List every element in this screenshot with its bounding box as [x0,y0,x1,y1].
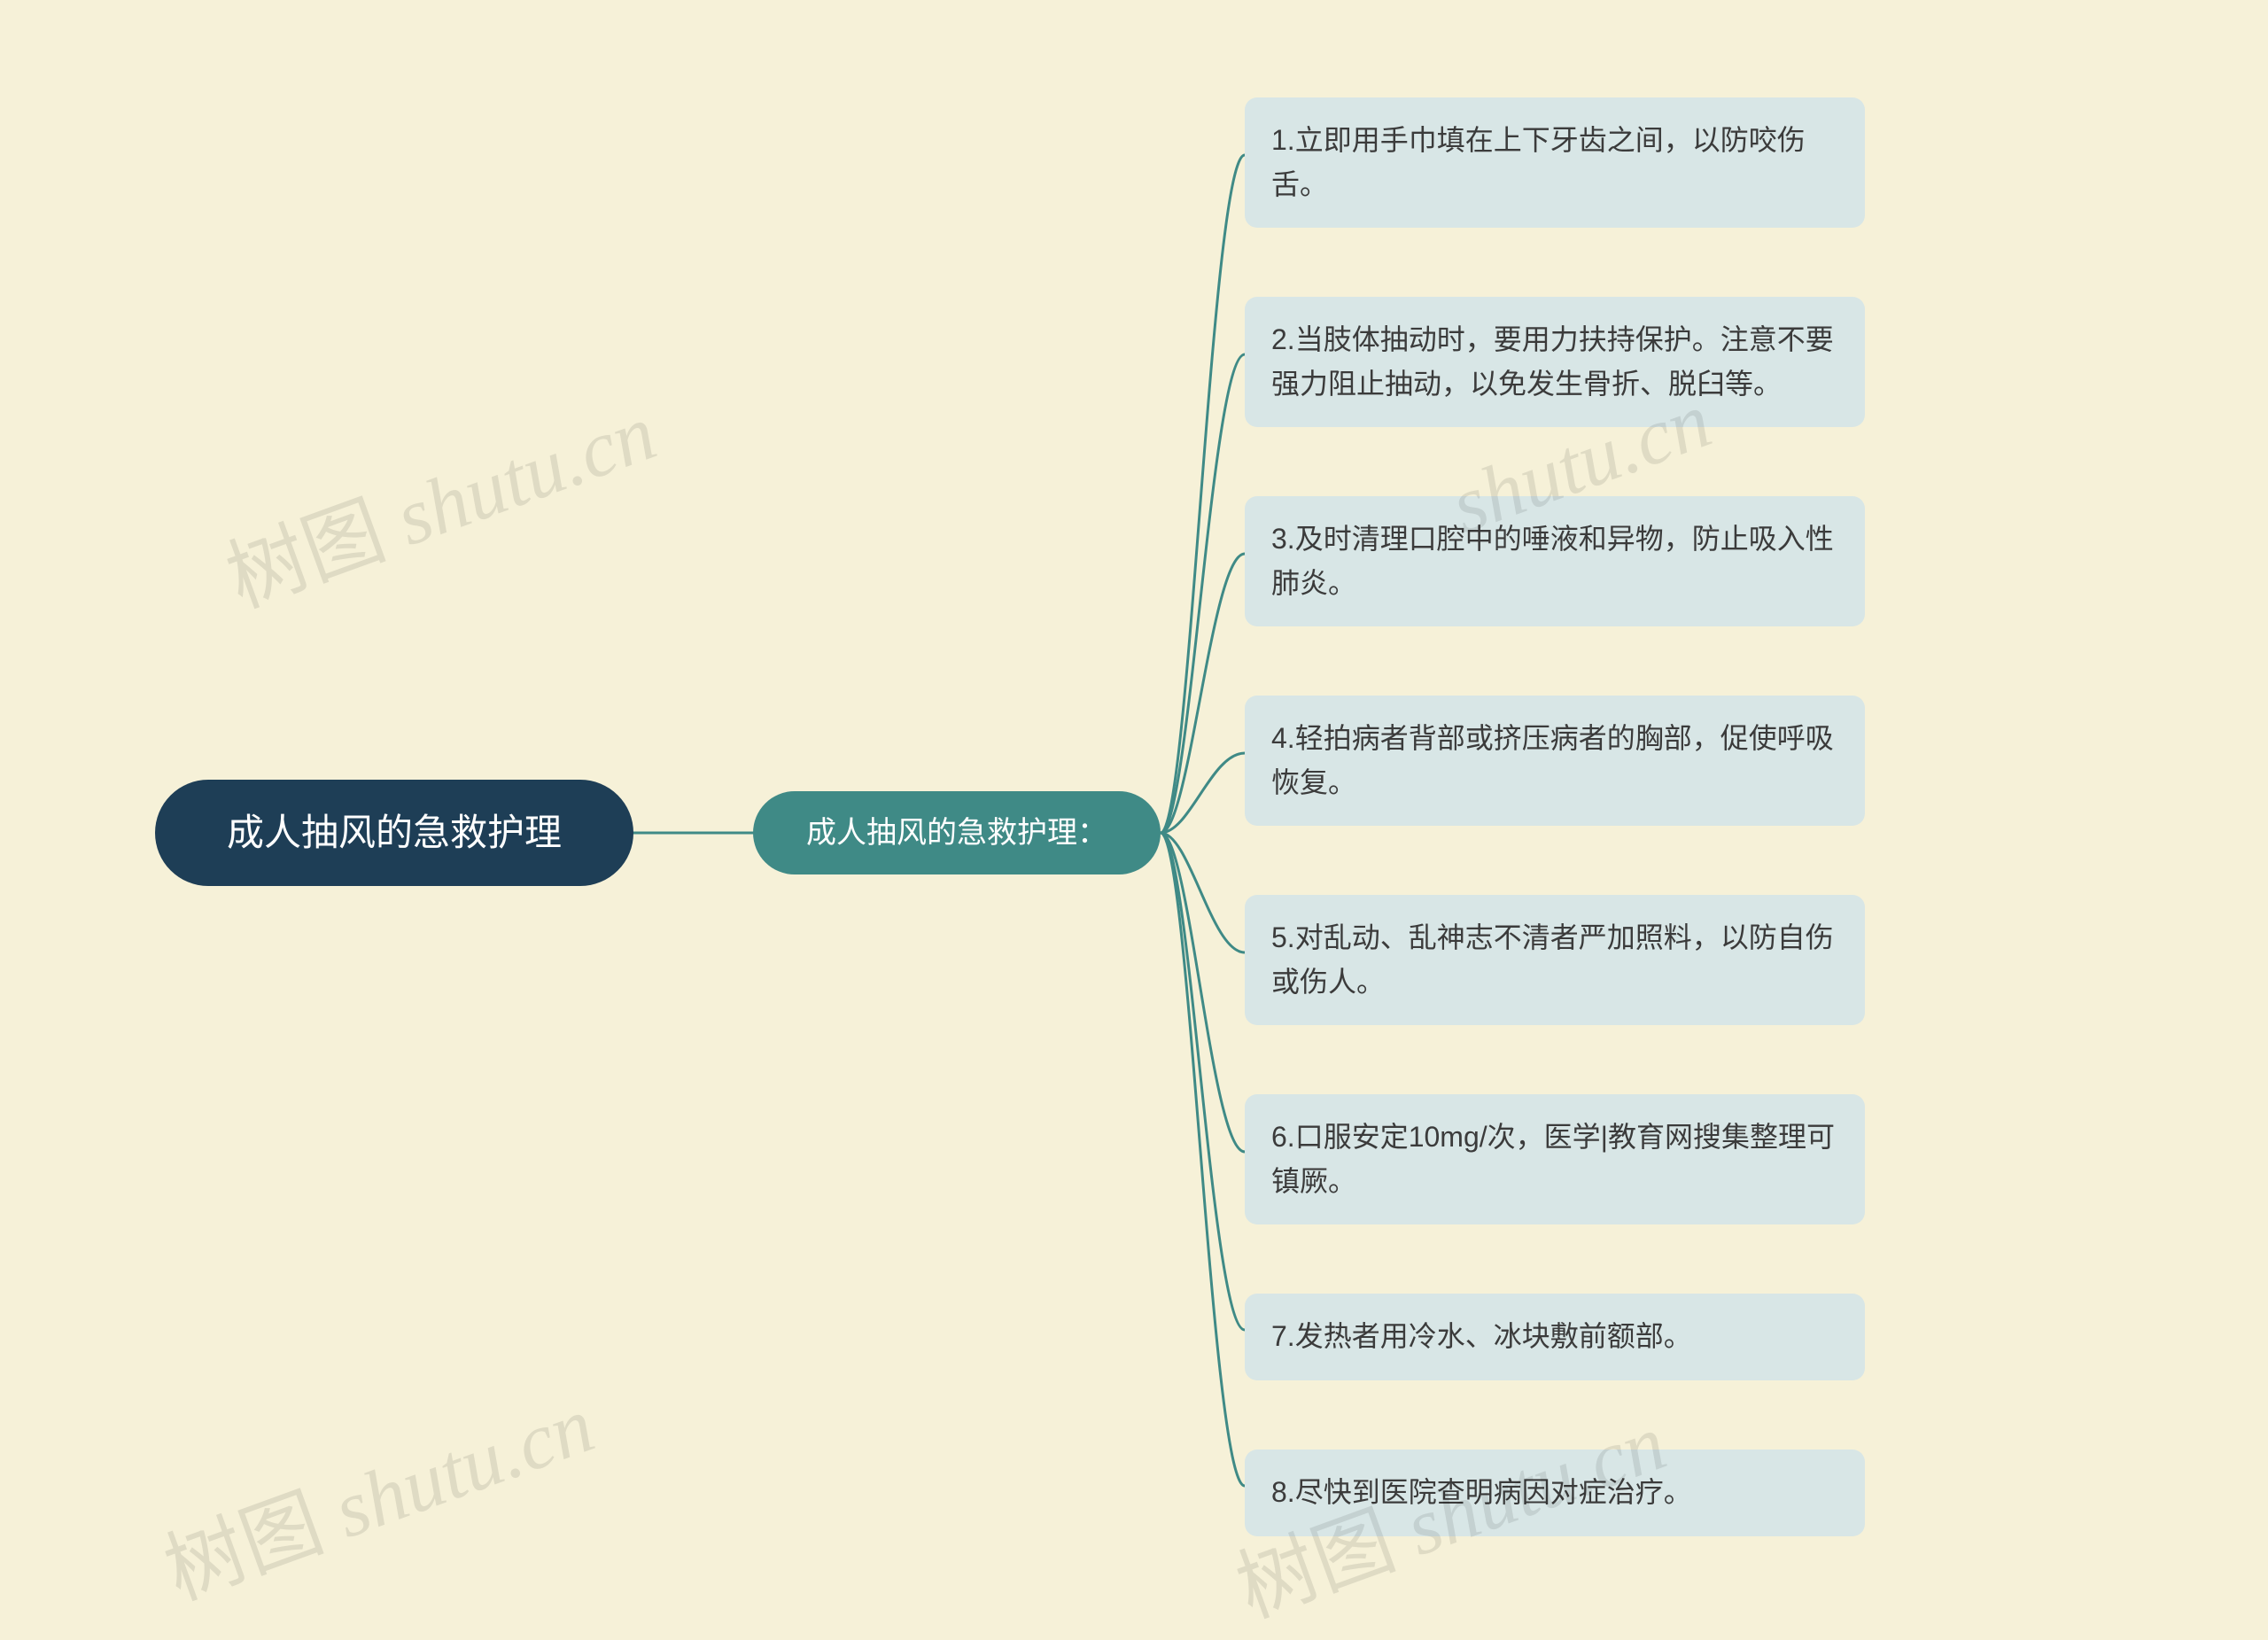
connector [1161,833,1245,1486]
leaf-node[interactable]: 5.对乱动、乱神志不清者严加照料，以防自伤或伤人。 [1245,895,1865,1025]
watermark-text-han: 树图 [154,1480,334,1617]
leaf-label: 2.当肢体抽动时，要用力扶持保护。注意不要强力阻止抽动，以免发生骨折、脱臼等。 [1271,318,1838,406]
root-node[interactable]: 成人抽风的急救护理 [155,780,633,886]
watermark-text-latin: shutu.cn [304,1381,604,1562]
root-label: 成人抽风的急救护理 [227,804,562,861]
leaf-node[interactable]: 4.轻拍病者背部或挤压病者的胸部，促使呼吸恢复。 [1245,696,1865,826]
leaf-label: 7.发热者用冷水、冰块敷前额部。 [1271,1315,1692,1359]
connector [1161,753,1245,833]
connector [1161,833,1245,952]
leaf-label: 3.及时清理口腔中的唾液和异物，防止吸入性肺炎。 [1271,517,1838,605]
connector [1161,554,1245,833]
leaf-label: 1.立即用手巾填在上下牙齿之间，以防咬伤舌。 [1271,119,1838,206]
leaf-node[interactable]: 3.及时清理口腔中的唾液和异物，防止吸入性肺炎。 [1245,496,1865,626]
leaf-label: 4.轻拍病者背部或挤压病者的胸部，促使呼吸恢复。 [1271,717,1838,804]
branch-node[interactable]: 成人抽风的急救护理： [753,791,1161,874]
leaf-label: 5.对乱动、乱神志不清者严加照料，以防自伤或伤人。 [1271,916,1838,1004]
watermark: 树图 shutu.cn [209,368,669,629]
branch-label: 成人抽风的急救护理： [806,810,1107,857]
leaf-node[interactable]: 6.口服安定10mg/次，医学|教育网搜集整理可镇厥。 [1245,1094,1865,1224]
leaf-node[interactable]: 7.发热者用冷水、冰块敷前额部。 [1245,1294,1865,1380]
leaf-node[interactable]: 2.当肢体抽动时，要用力扶持保护。注意不要强力阻止抽动，以免发生骨折、脱臼等。 [1245,297,1865,427]
watermark-text-latin: shutu.cn [366,389,666,570]
watermark: 树图 shutu.cn [147,1360,607,1621]
leaf-node[interactable]: 8.尽快到医院查明病因对症治疗。 [1245,1450,1865,1536]
watermark-text-han: 树图 [216,487,396,625]
mindmap-canvas: 成人抽风的急救护理 成人抽风的急救护理： 1.立即用手巾填在上下牙齿之间，以防咬… [0,0,2268,1640]
connector [1161,833,1245,1330]
leaf-label: 8.尽快到医院查明病因对症治疗。 [1271,1471,1692,1515]
leaf-label: 6.口服安定10mg/次，医学|教育网搜集整理可镇厥。 [1271,1115,1838,1203]
connector [1161,833,1245,1152]
connector [1161,155,1245,833]
leaf-node[interactable]: 1.立即用手巾填在上下牙齿之间，以防咬伤舌。 [1245,97,1865,228]
connector [1161,354,1245,833]
